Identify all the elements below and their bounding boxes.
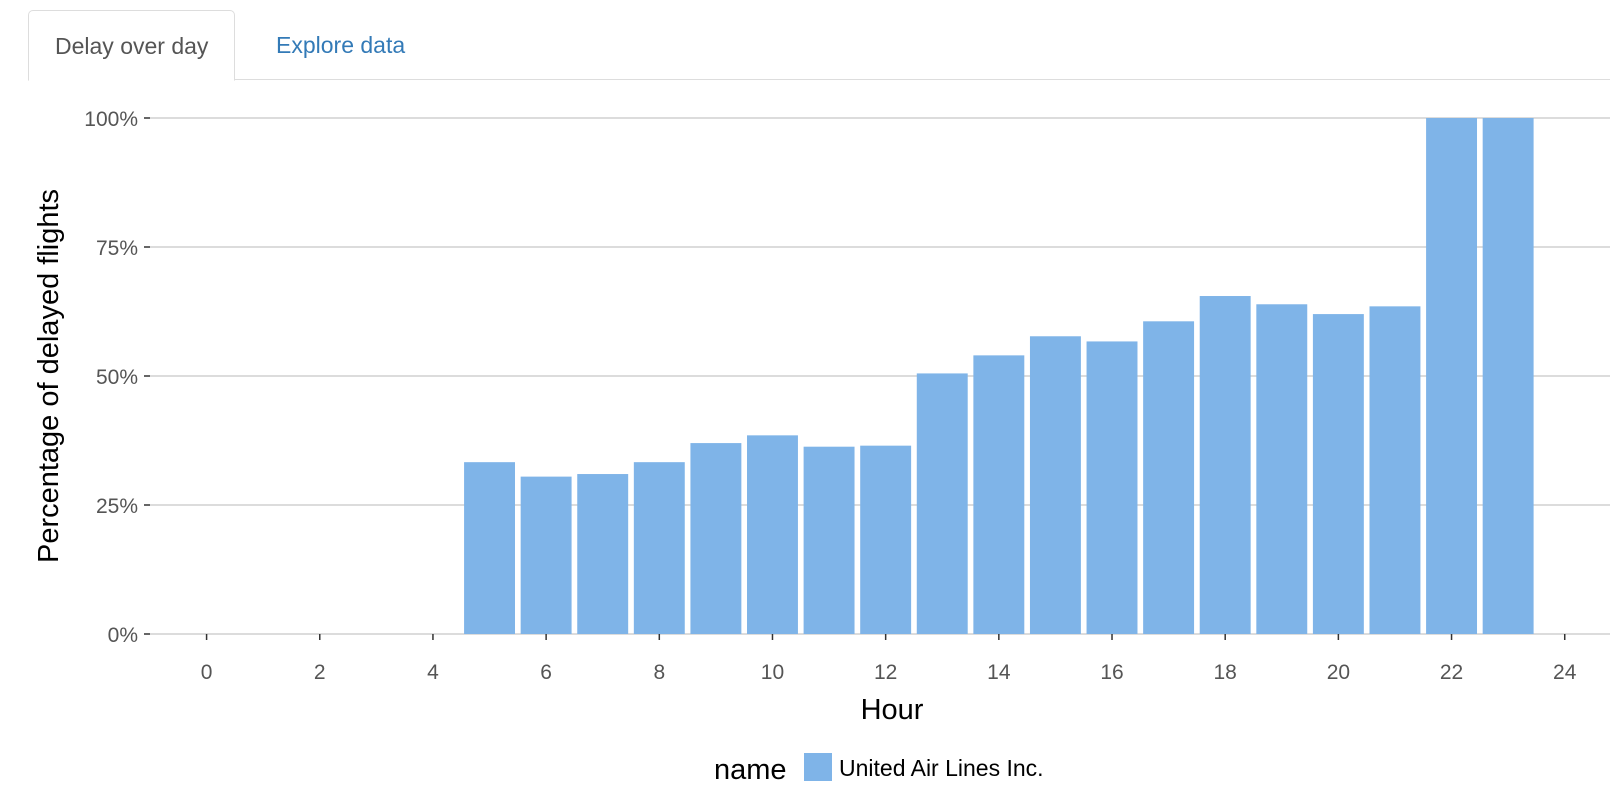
y-axis-title: Percentage of delayed flights [33,189,65,563]
bar-hour-18 [1199,296,1251,634]
bar-hour-9 [690,443,742,634]
bar-hour-6 [520,476,572,634]
bar-hour-20 [1312,314,1364,634]
y-tick-label: 75% [96,237,138,260]
bar-hour-10 [747,435,798,634]
bar-hour-19 [1256,304,1308,634]
x-tick-label: 20 [1327,661,1350,684]
x-tick-label: 4 [427,661,439,684]
bar-hour-22 [1426,118,1478,634]
tab-explore-data[interactable]: Explore data [276,32,406,58]
bar-hour-14 [973,355,1025,634]
y-axis-ticks: 0% 25% 50% 75% 100% [84,108,150,647]
bar-hour-21 [1369,306,1421,634]
x-tick-label: 0 [201,661,213,684]
x-tick-label: 24 [1553,661,1577,684]
bars [464,118,1534,634]
bar-hour-15 [1029,336,1081,634]
bar-hour-8 [633,462,685,634]
x-tick-label: 22 [1440,661,1463,684]
bar-hour-23 [1482,118,1534,634]
y-tick-label: 25% [96,495,138,518]
tab-delay-over-day[interactable]: Delay over day [28,10,236,81]
x-tick-label: 2 [314,661,326,684]
x-tick-label: 18 [1214,661,1237,684]
bar-hour-13 [916,373,968,634]
x-tick-label: 6 [540,661,552,684]
y-tick-label: 50% [96,366,138,389]
x-axis-ticks: 0 2 4 6 8 10 12 14 16 18 20 22 24 [201,634,1577,684]
bar-hour-11 [803,446,855,634]
legend-key [804,753,832,781]
legend: name United Air Lines Inc. [714,753,1044,786]
x-axis-title: Hour [861,694,924,726]
bar-hour-16 [1086,341,1138,634]
legend-title: name [714,754,787,786]
x-tick-label: 12 [874,661,897,684]
tab-bar: Delay over day Explore data [28,10,1610,81]
x-tick-label: 8 [653,661,665,684]
x-tick-label: 10 [761,661,784,684]
bar-hour-17 [1143,321,1195,634]
bar-hour-5 [464,462,515,634]
bar-hour-7 [577,474,629,634]
y-tick-label: 100% [84,108,138,131]
bar-hour-12 [860,445,912,634]
y-tick-label: 0% [108,624,138,647]
x-tick-label: 16 [1100,661,1123,684]
x-tick-label: 14 [987,661,1011,684]
legend-label: United Air Lines Inc. [839,755,1044,781]
